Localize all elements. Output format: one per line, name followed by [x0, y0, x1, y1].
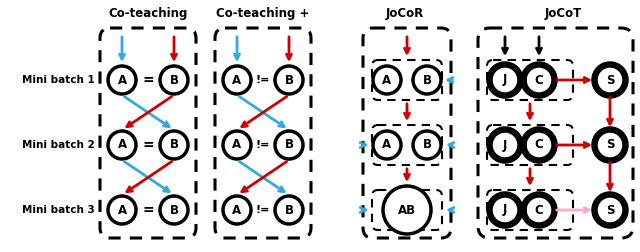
Text: A: A — [383, 74, 392, 86]
Circle shape — [223, 131, 251, 159]
Circle shape — [383, 186, 431, 234]
Circle shape — [373, 66, 401, 94]
Text: Co-teaching +: Co-teaching + — [216, 8, 310, 20]
Text: Mini batch 2: Mini batch 2 — [22, 140, 94, 150]
Text: B: B — [285, 139, 294, 151]
Text: S: S — [605, 74, 614, 86]
Text: S: S — [605, 139, 614, 151]
Text: B: B — [170, 74, 179, 86]
Text: B: B — [422, 74, 431, 86]
Text: B: B — [422, 139, 431, 151]
Text: S: S — [605, 204, 614, 216]
Text: C: C — [534, 74, 543, 86]
Text: C: C — [534, 204, 543, 216]
Circle shape — [491, 66, 519, 94]
Text: ∩: ∩ — [515, 71, 529, 89]
Circle shape — [413, 66, 441, 94]
Text: JoCoR: JoCoR — [386, 8, 424, 20]
Circle shape — [596, 196, 624, 224]
Circle shape — [223, 66, 251, 94]
Circle shape — [160, 131, 188, 159]
Text: J: J — [503, 204, 507, 216]
Circle shape — [525, 196, 553, 224]
Text: =: = — [142, 203, 154, 217]
Circle shape — [108, 196, 136, 224]
Text: Mini batch 1: Mini batch 1 — [22, 75, 94, 85]
Text: B: B — [285, 74, 294, 86]
Circle shape — [108, 66, 136, 94]
Text: A: A — [383, 139, 392, 151]
Circle shape — [491, 131, 519, 159]
Circle shape — [596, 131, 624, 159]
Text: Co-teaching: Co-teaching — [108, 8, 188, 20]
Circle shape — [525, 66, 553, 94]
Circle shape — [491, 196, 519, 224]
Text: A: A — [117, 139, 127, 151]
Text: A: A — [232, 139, 241, 151]
Text: =: = — [142, 73, 154, 87]
Circle shape — [223, 196, 251, 224]
Circle shape — [108, 131, 136, 159]
Circle shape — [413, 131, 441, 159]
Text: !=: != — [256, 140, 270, 150]
Text: A: A — [232, 204, 241, 216]
Text: ∩: ∩ — [515, 136, 529, 154]
Text: B: B — [170, 139, 179, 151]
Circle shape — [373, 131, 401, 159]
Text: B: B — [170, 204, 179, 216]
Circle shape — [160, 196, 188, 224]
Circle shape — [275, 196, 303, 224]
Circle shape — [275, 66, 303, 94]
Circle shape — [525, 131, 553, 159]
Text: !=: != — [256, 75, 270, 85]
Circle shape — [596, 66, 624, 94]
Circle shape — [160, 66, 188, 94]
Circle shape — [275, 131, 303, 159]
Text: J: J — [503, 74, 507, 86]
Text: A: A — [117, 204, 127, 216]
Text: B: B — [285, 204, 294, 216]
Text: AB: AB — [398, 204, 416, 216]
Text: !=: != — [256, 205, 270, 215]
Text: J: J — [503, 139, 507, 151]
Text: =: = — [142, 138, 154, 152]
Text: ∩: ∩ — [515, 201, 529, 219]
Text: C: C — [534, 139, 543, 151]
Text: Mini batch 3: Mini batch 3 — [22, 205, 94, 215]
Text: JoCoT: JoCoT — [545, 8, 582, 20]
Text: A: A — [232, 74, 241, 86]
Text: A: A — [117, 74, 127, 86]
